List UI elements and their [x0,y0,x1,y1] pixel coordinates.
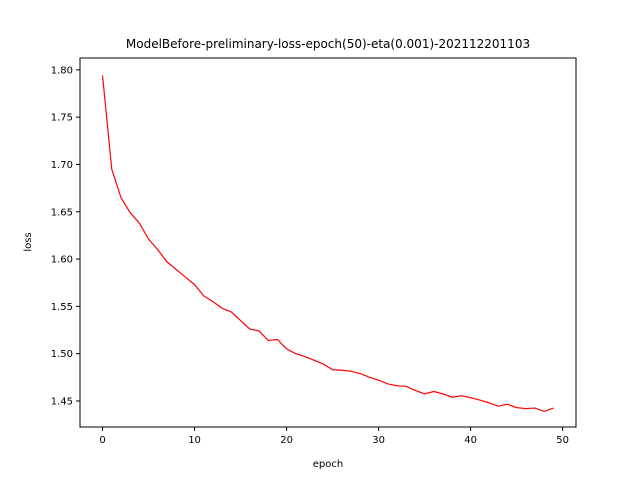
y-tick-label: 1.65 [51,207,73,218]
x-tick-label: 30 [372,435,385,446]
series-line-loss [101,75,554,413]
y-tick-label: 1.80 [51,65,73,76]
x-tick-label: 50 [556,435,569,446]
y-tick-label: 1.45 [51,396,73,407]
y-tick-label: 1.70 [51,160,73,171]
x-tick-label: 0 [99,435,105,446]
axes-frame [79,57,577,428]
y-axis: 1.45 1.50 1.55 1.60 1.65 1.70 1.75 1.80 [51,65,80,407]
chart-title: ModelBefore-preliminary-loss-epoch(50)-e… [126,37,530,51]
x-tick-label: 40 [464,435,477,446]
plot-area [79,57,577,428]
y-tick-label: 1.75 [51,113,73,124]
y-tick-label: 1.50 [51,349,73,360]
x-axis: 0 10 20 30 40 50 [99,427,569,446]
y-tick-label: 1.60 [51,255,73,266]
y-tick-label: 1.55 [51,302,73,313]
x-tick-label: 20 [280,435,293,446]
x-tick-label: 10 [188,435,201,446]
y-axis-label: loss [23,232,34,251]
x-axis-label: epoch [313,459,343,470]
